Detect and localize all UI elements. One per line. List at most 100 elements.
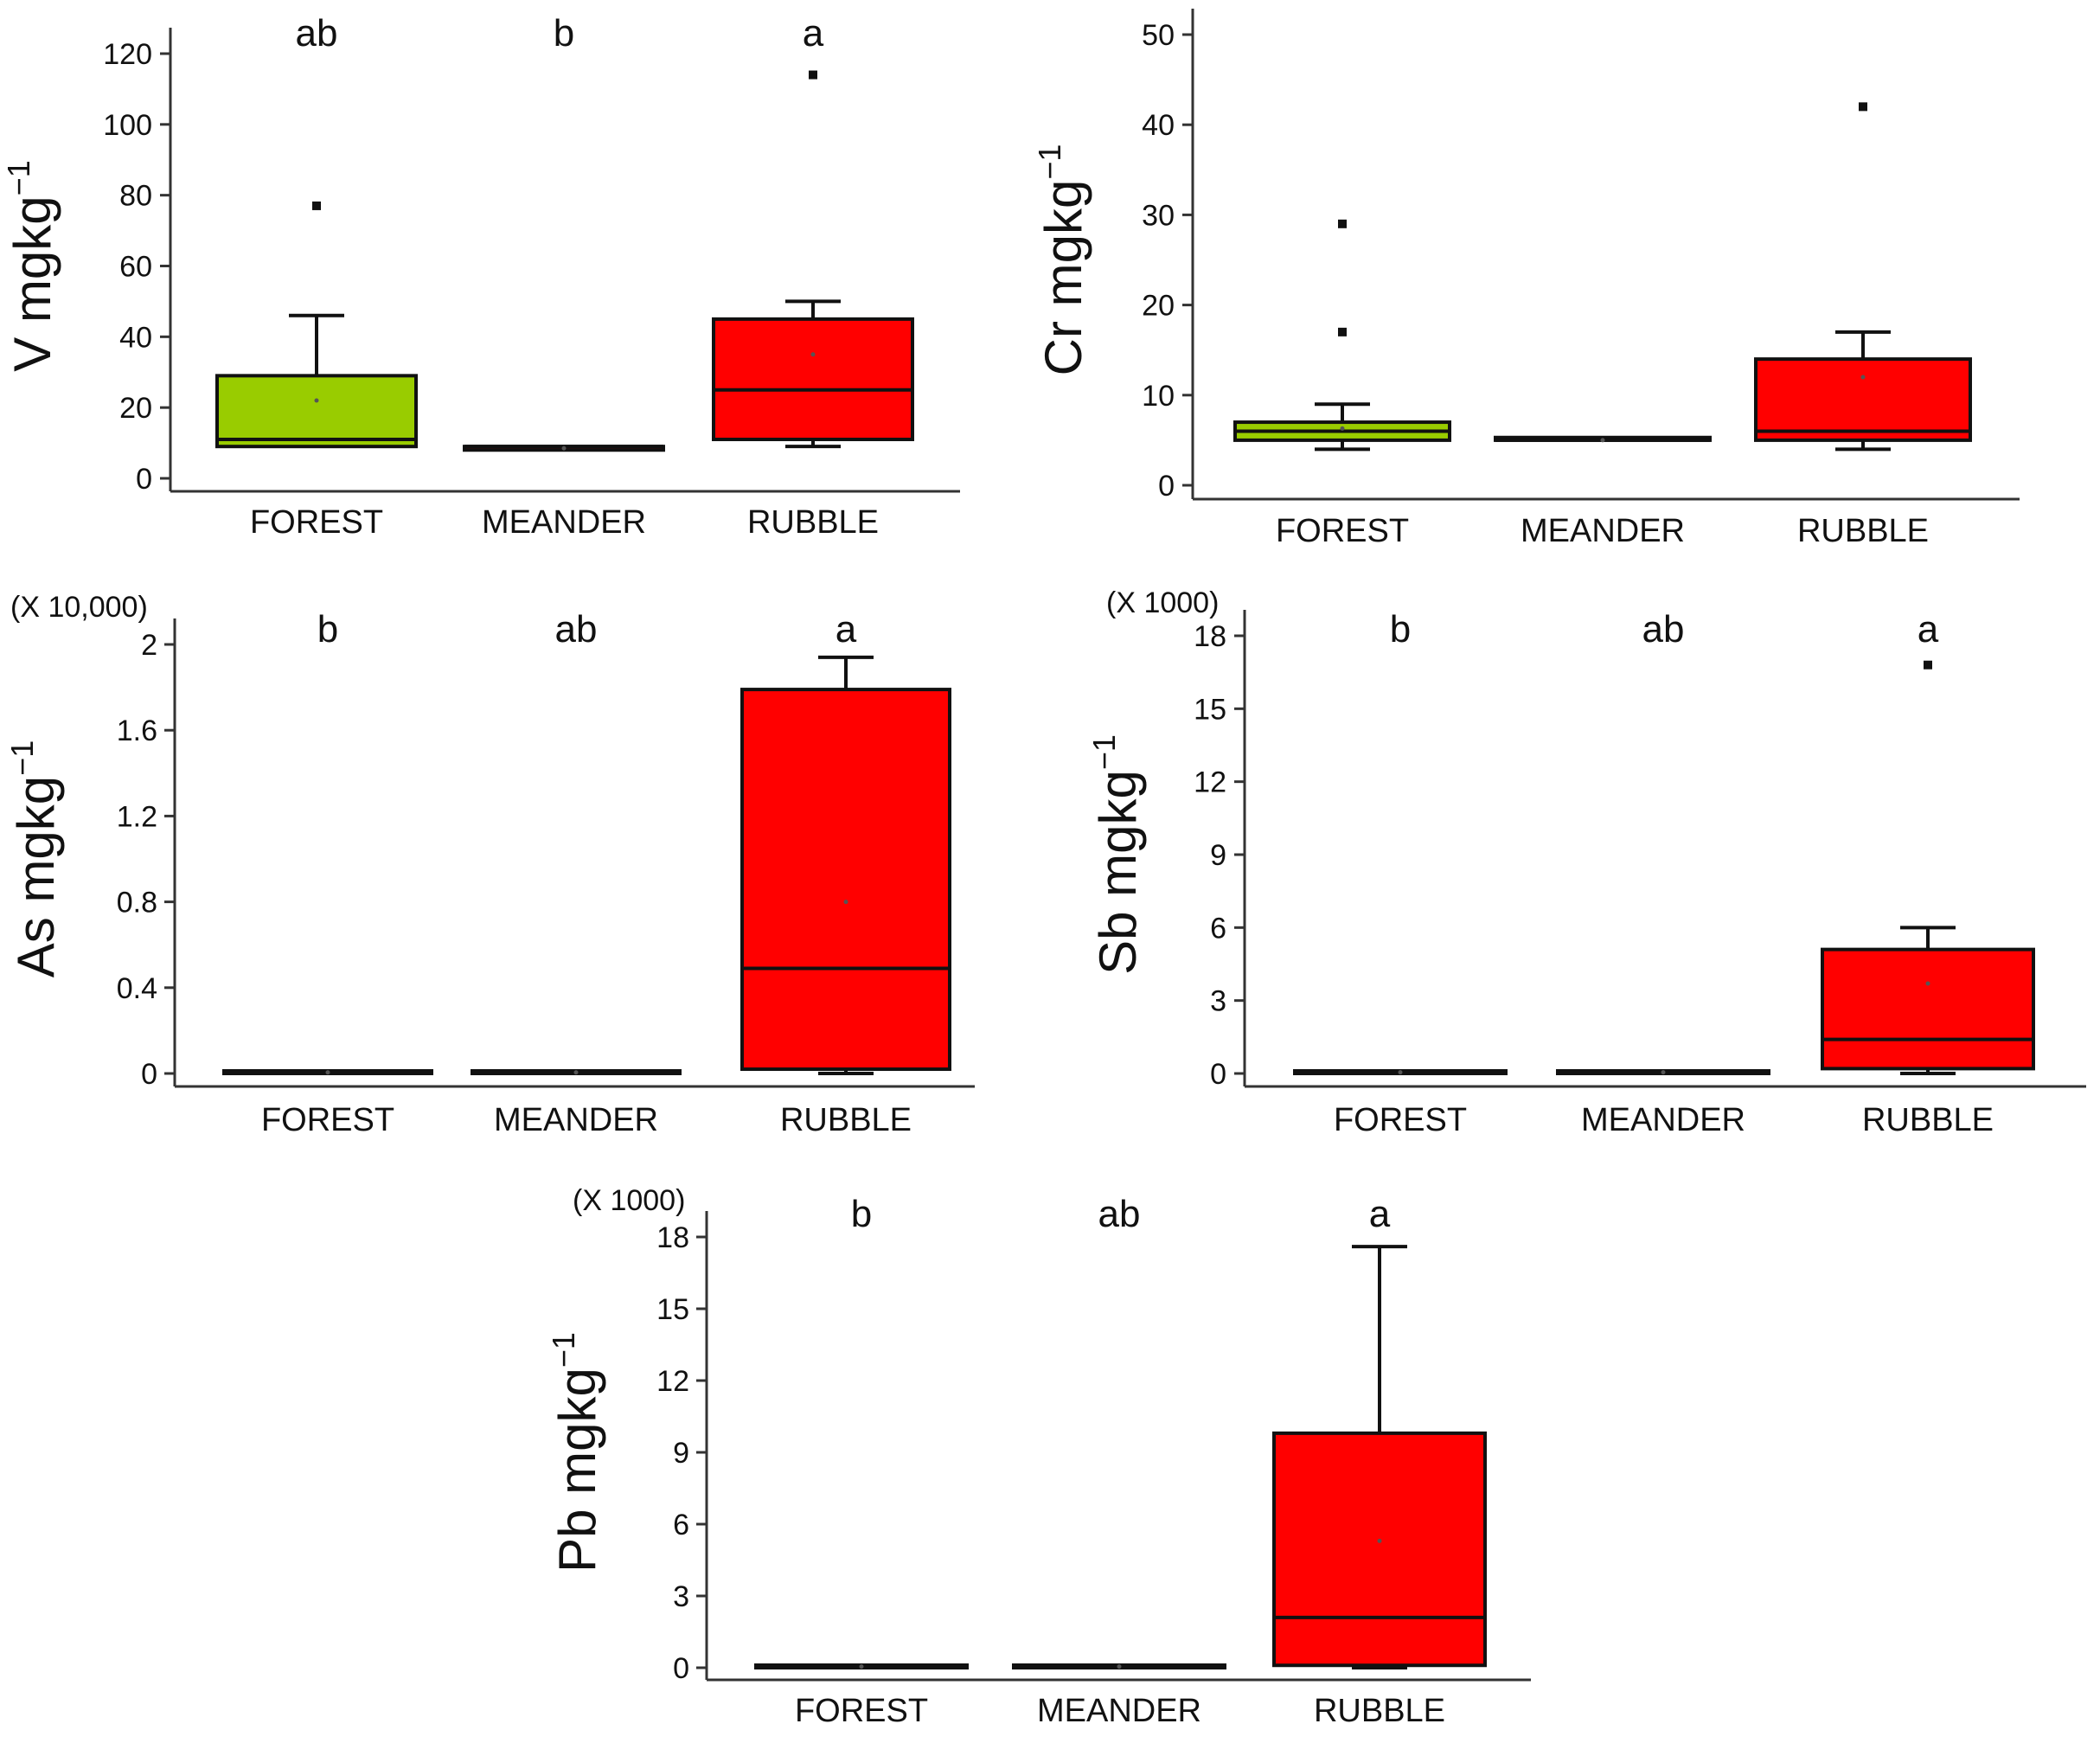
y-tick-label: 0.8 <box>117 887 157 920</box>
y-tick-label: 0 <box>673 1652 689 1685</box>
y-axis-title-superscript: −1 <box>4 740 40 776</box>
category-label-rubble: RUBBLE <box>1314 1693 1445 1729</box>
mean-marker <box>859 1664 864 1669</box>
box-meander <box>463 445 665 452</box>
mean-marker <box>561 445 567 451</box>
y-axis-title: Pb mgkg−1 <box>546 1332 606 1573</box>
chart-panel-cr: 0 10 20 30 40 50 Cr mgkg−1 FOREST MEANDER RUBBLE <box>1032 9 2020 549</box>
box-rubble <box>712 70 914 449</box>
significance-letter: ab <box>296 12 338 54</box>
box-meander <box>471 1069 682 1075</box>
box-iqr <box>1821 947 2035 1071</box>
category-label-rubble: RUBBLE <box>1862 1102 1994 1138</box>
mean-marker <box>325 1070 330 1075</box>
box-forest <box>754 1663 969 1669</box>
outlier-point <box>1924 660 1932 670</box>
y-tick-label: 40 <box>119 321 152 354</box>
y-tick-label: 100 <box>103 109 152 142</box>
y-tick-label: 2 <box>141 629 157 662</box>
significance-letter: a <box>803 12 824 54</box>
box-iqr <box>215 374 418 449</box>
category-label-rubble: RUBBLE <box>780 1102 912 1138</box>
y-tick-label: 18 <box>1194 620 1226 653</box>
y-tick-label: 1.6 <box>117 715 157 747</box>
mean-marker <box>1398 1070 1403 1075</box>
box-meander <box>1494 435 1712 443</box>
axis-multiplier-label: (X 1000) <box>1106 586 1219 619</box>
mean-marker <box>1600 438 1605 443</box>
y-axis-title-superscript: −1 <box>546 1332 581 1368</box>
category-label-meander: MEANDER <box>482 504 646 541</box>
outlier-point <box>1338 327 1347 336</box>
y-axis-title-superscript: −1 <box>1086 734 1122 770</box>
y-tick-label: 10 <box>1142 380 1175 413</box>
y-tick-label: 40 <box>1142 109 1175 142</box>
box-rubble <box>1272 1245 1487 1669</box>
significance-letter: ab <box>1098 1193 1141 1235</box>
category-label-forest: FOREST <box>795 1693 928 1729</box>
box-forest <box>215 201 418 449</box>
mean-marker <box>1661 1070 1666 1075</box>
significance-letter: b <box>1390 608 1411 650</box>
y-tick-label: 1.2 <box>117 800 157 833</box>
mean-marker <box>573 1070 579 1075</box>
y-tick-label: 80 <box>119 180 152 213</box>
y-tick-label: 0 <box>1158 470 1175 503</box>
outlier-point <box>1338 219 1347 228</box>
y-axis-title-text: V mgkg <box>3 195 61 371</box>
y-tick-label: 0 <box>141 1058 157 1091</box>
box-forest <box>222 1069 433 1075</box>
category-label-forest: FOREST <box>1334 1102 1467 1138</box>
category-label-meander: MEANDER <box>1037 1693 1201 1729</box>
mean-marker <box>1340 426 1345 431</box>
significance-letter: b <box>317 608 338 650</box>
y-axis-title: As mgkg−1 <box>4 740 65 977</box>
y-axis-title: Sb mgkg−1 <box>1086 734 1147 975</box>
y-tick-label: 20 <box>1142 290 1175 323</box>
chart-panel-v: 0 20 40 60 80 100 120 V mgkg−1 FOREST MEANDER RUBB… <box>1 12 960 541</box>
y-axis-title-text: Sb mgkg <box>1089 770 1147 975</box>
outlier-point <box>312 201 321 210</box>
mean-marker <box>1925 981 1930 986</box>
box-meander <box>1012 1663 1226 1669</box>
mean-marker <box>1860 375 1866 380</box>
chart-panel-pb: 0 3 6 9 12 15 18 (X 1000) Pb mgkg−1 FOREST MEANDER… <box>546 1184 1531 1729</box>
y-axis-title-text: Cr mgkg <box>1034 180 1092 376</box>
significance-letter: a <box>836 608 857 650</box>
y-tick-label: 6 <box>673 1509 689 1541</box>
y-tick-label: 120 <box>103 38 152 71</box>
category-label-rubble: RUBBLE <box>1797 513 1929 549</box>
significance-letter: ab <box>555 608 598 650</box>
axis-multiplier-label: (X 10,000) <box>10 591 148 624</box>
y-tick-label: 15 <box>656 1293 689 1326</box>
y-axis-title: V mgkg−1 <box>1 160 61 371</box>
y-tick-label: 60 <box>119 251 152 284</box>
y-tick-label: 15 <box>1194 693 1226 726</box>
mean-marker <box>1117 1664 1122 1669</box>
category-label-meander: MEANDER <box>494 1102 658 1138</box>
y-tick-label: 30 <box>1142 199 1175 232</box>
significance-letter: b <box>554 12 574 54</box>
mean-marker <box>810 352 816 357</box>
y-tick-label: 18 <box>656 1221 689 1254</box>
mean-marker <box>314 398 319 403</box>
box-iqr <box>712 317 914 441</box>
box-rubble <box>1754 102 1972 452</box>
chart-panel-sb: 0 3 6 9 12 15 18(X 1000) Sb mgkg−1 FOREST MEANDER… <box>1086 586 2086 1138</box>
significance-letter: b <box>851 1193 872 1235</box>
category-label-forest: FOREST <box>250 504 383 541</box>
y-tick-label: 3 <box>673 1580 689 1613</box>
box-iqr <box>1754 357 1972 442</box>
chart-panel-as: 0 0.4 0.8 1.2 1.6 2 (X 10,000) As mgkg−1 FOREST M… <box>4 591 975 1138</box>
y-axis-title-superscript: −1 <box>1032 144 1067 180</box>
y-tick-label: 0.4 <box>117 972 157 1005</box>
category-label-forest: FOREST <box>1276 513 1409 549</box>
y-tick-label: 0 <box>1210 1058 1226 1091</box>
box-forest <box>1233 219 1451 452</box>
category-label-rubble: RUBBLE <box>747 504 879 541</box>
category-label-forest: FOREST <box>261 1102 394 1138</box>
y-tick-label: 50 <box>1142 19 1175 52</box>
outlier-point <box>809 70 817 80</box>
mean-marker <box>1377 1538 1382 1543</box>
